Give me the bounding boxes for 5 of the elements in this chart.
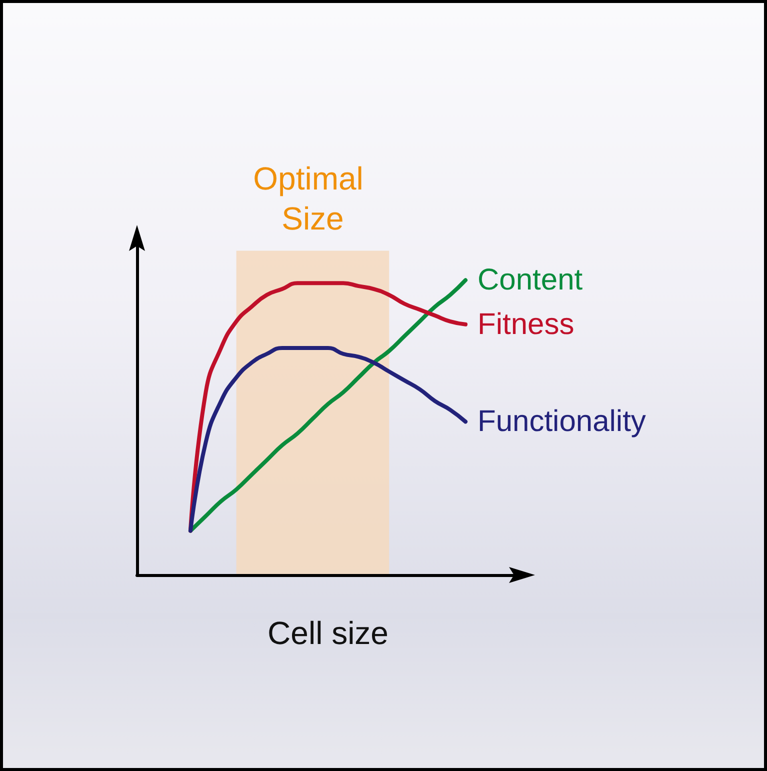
series-label: Functionality — [478, 405, 646, 438]
text: Optimal Size — [253, 160, 372, 237]
series-label: Content — [478, 264, 584, 297]
series-label: Fitness — [478, 308, 574, 341]
x-axis-title: Cell size — [268, 615, 388, 651]
